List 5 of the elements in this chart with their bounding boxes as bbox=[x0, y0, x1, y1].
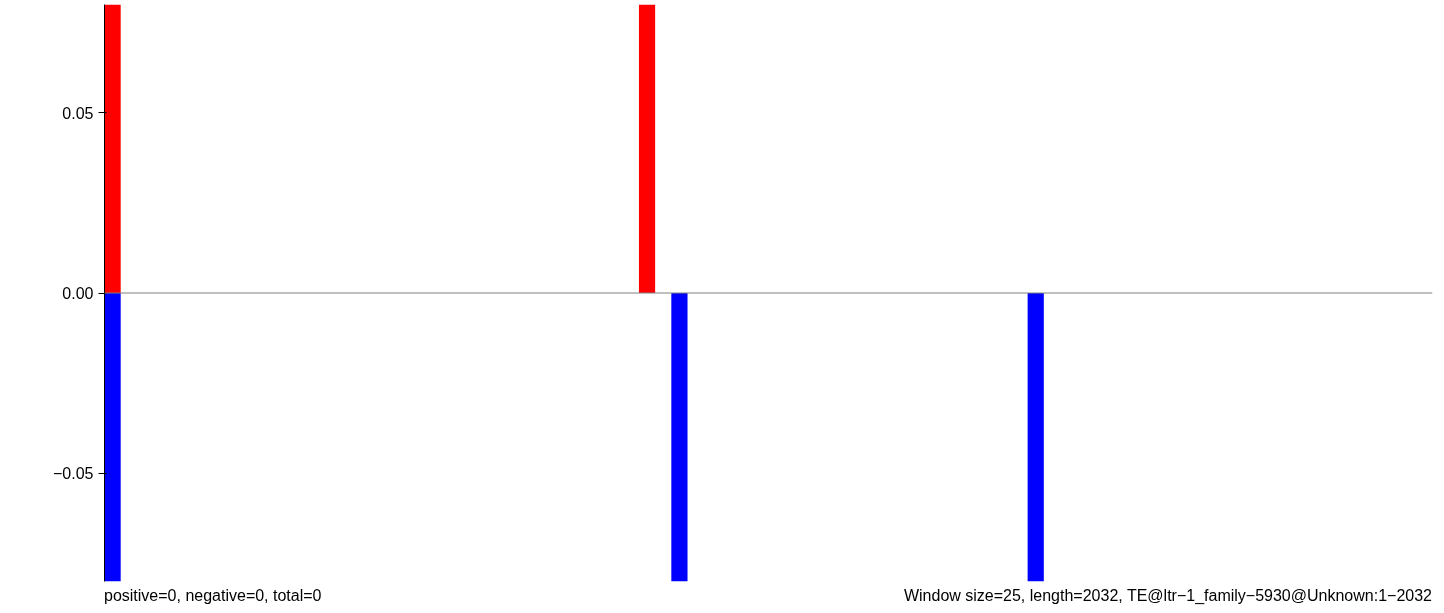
y-tick-label: 0.00 bbox=[62, 285, 94, 302]
y-tick-label: −0.05 bbox=[53, 465, 94, 483]
annotation: Window size=25, length=2032, TE@ltr−1_family−5930@Unknown:1−2032 bbox=[903, 586, 1432, 606]
y-tick-label: 0.05 bbox=[62, 104, 94, 122]
annotation: positive=0, negative=0, total=0 bbox=[104, 586, 322, 606]
